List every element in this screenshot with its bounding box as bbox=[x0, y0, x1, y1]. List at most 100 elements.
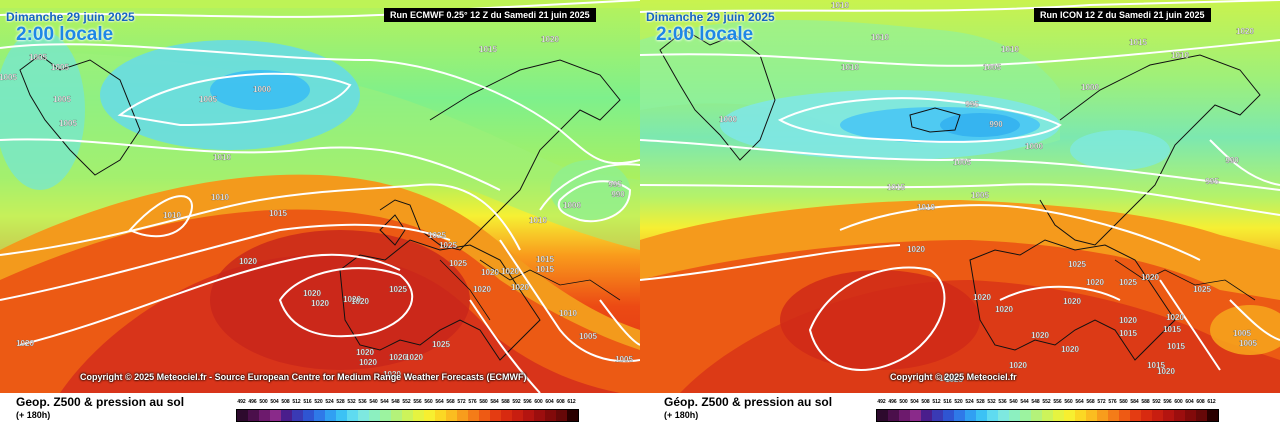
scale-swatch bbox=[1086, 410, 1097, 421]
isobar-label: 1015 bbox=[479, 45, 497, 54]
isobar-label: 1020 bbox=[389, 353, 407, 362]
isobar-label: 1005 bbox=[53, 95, 71, 104]
scale-swatch bbox=[921, 410, 932, 421]
scale-label: 532 bbox=[987, 399, 996, 405]
scale-swatch bbox=[1196, 410, 1207, 421]
scale-swatch bbox=[303, 410, 314, 421]
scale-swatch bbox=[468, 410, 479, 421]
isobar-label: 1020 bbox=[351, 297, 369, 306]
scale-swatch bbox=[534, 410, 545, 421]
isobar-label: 995 bbox=[1205, 177, 1219, 186]
isobar-label: 1020 bbox=[303, 289, 321, 298]
isobar-label: 1000 bbox=[1081, 83, 1099, 92]
scale-swatch bbox=[1207, 410, 1218, 421]
scale-swatch bbox=[391, 410, 402, 421]
scale-label: 564 bbox=[1075, 399, 1084, 405]
isobar-label: 1020 bbox=[907, 245, 925, 254]
isobar-label: 1005 bbox=[0, 73, 17, 82]
isobar-label: 1025 bbox=[439, 241, 457, 250]
scale-label: 588 bbox=[501, 399, 510, 405]
scale-swatch bbox=[270, 410, 281, 421]
scale-label: 600 bbox=[1174, 399, 1183, 405]
scale-label: 520 bbox=[314, 399, 323, 405]
scale-label: 492 bbox=[237, 399, 246, 405]
scale-label: 512 bbox=[932, 399, 941, 405]
lead-time: (+ 180h) bbox=[664, 410, 699, 420]
forecast-date: Dimanche 29 juin 2025 bbox=[646, 10, 775, 24]
scale-label: 576 bbox=[1108, 399, 1117, 405]
scale-swatch bbox=[402, 410, 413, 421]
forecast-hour: 2:00 locale bbox=[656, 24, 754, 45]
isobar-label: 995 bbox=[965, 100, 979, 109]
isobar-label: 1020 bbox=[481, 268, 499, 277]
scale-swatch bbox=[281, 410, 292, 421]
ecmwf-panel: 1005 1005 1005 1005 1005 1005 1000 1015 1020 1010… bbox=[0, 0, 640, 422]
scale-label: 596 bbox=[523, 399, 532, 405]
isobar-label: 1015 bbox=[269, 209, 287, 218]
isobar-label: 1020 bbox=[383, 370, 401, 379]
scale-swatch bbox=[248, 410, 259, 421]
isobar-label: 1020 bbox=[995, 305, 1013, 314]
scale-swatch bbox=[1031, 410, 1042, 421]
copyright: Copyright © 2025 Meteociel.fr - Source E… bbox=[80, 372, 527, 382]
scale-label: 556 bbox=[1053, 399, 1062, 405]
scale-label: 540 bbox=[1009, 399, 1018, 405]
isobar-label: 1020 bbox=[1236, 27, 1254, 36]
scale-swatch bbox=[1075, 410, 1086, 421]
scale-label: 596 bbox=[1163, 399, 1172, 405]
scale-label: 508 bbox=[281, 399, 290, 405]
scale-label: 584 bbox=[1130, 399, 1139, 405]
scale-label: 512 bbox=[292, 399, 301, 405]
scale-label: 528 bbox=[976, 399, 985, 405]
isobar-label: 1025 bbox=[1119, 278, 1137, 287]
isobar-label: 995 bbox=[608, 180, 622, 189]
isobar-label: 1010 bbox=[1001, 45, 1019, 54]
isobar-label: 1015 bbox=[887, 183, 905, 192]
scale-swatch bbox=[446, 410, 457, 421]
scale-swatch bbox=[314, 410, 325, 421]
scale-swatch bbox=[490, 410, 501, 421]
isobar-label: 1000 bbox=[1025, 142, 1043, 151]
scale-swatch bbox=[888, 410, 899, 421]
scale-label: 572 bbox=[457, 399, 466, 405]
isobar-label: 1005 bbox=[1233, 329, 1251, 338]
variable-title: Géop. Z500 & pression au sol bbox=[664, 395, 833, 409]
model-run: Run ICON 12 Z du Samedi 21 juin 2025 bbox=[1034, 8, 1211, 22]
isobar-label: 990 bbox=[611, 190, 625, 199]
scale-label: 548 bbox=[391, 399, 400, 405]
isobar-label: 1020 bbox=[405, 353, 423, 362]
scale-label: 536 bbox=[998, 399, 1007, 405]
scale-label: 604 bbox=[1185, 399, 1194, 405]
legend-area: Géop. Z500 & pression au sol (+ 180h) 49… bbox=[640, 393, 1280, 427]
scale-label: 520 bbox=[954, 399, 963, 405]
scale-swatch bbox=[976, 410, 987, 421]
scale-swatch bbox=[424, 410, 435, 421]
scale-swatch bbox=[1042, 410, 1053, 421]
isobar-label: 1005 bbox=[971, 191, 989, 200]
scale-swatch bbox=[567, 410, 578, 421]
scale-label: 560 bbox=[1064, 399, 1073, 405]
ecmwf-map bbox=[0, 0, 640, 393]
scale-label: 548 bbox=[1031, 399, 1040, 405]
scale-label: 580 bbox=[1119, 399, 1128, 405]
isobar-label: 1005 bbox=[983, 63, 1001, 72]
isobar-label: 1015 bbox=[1163, 325, 1181, 334]
scale-label: 524 bbox=[965, 399, 974, 405]
scale-label: 608 bbox=[556, 399, 565, 405]
isobar-label: 1020 bbox=[239, 257, 257, 266]
isobar-label: 1020 bbox=[501, 267, 519, 276]
scale-swatch bbox=[1130, 410, 1141, 421]
scale-swatch bbox=[1152, 410, 1163, 421]
scale-label: 588 bbox=[1141, 399, 1150, 405]
scale-swatch bbox=[292, 410, 303, 421]
isobar-label: 1020 bbox=[511, 283, 529, 292]
z500-color-scale bbox=[876, 409, 1219, 422]
isobar-label: 1005 bbox=[953, 158, 971, 167]
isobar-label: 1025 bbox=[449, 259, 467, 268]
isobar-label: 1025 bbox=[1068, 260, 1086, 269]
isobar-label: 1025 bbox=[428, 231, 446, 240]
isobar-label: 1005 bbox=[59, 119, 77, 128]
isobar-label: 1010 bbox=[841, 63, 859, 72]
scale-swatch bbox=[380, 410, 391, 421]
scale-swatch bbox=[336, 410, 347, 421]
